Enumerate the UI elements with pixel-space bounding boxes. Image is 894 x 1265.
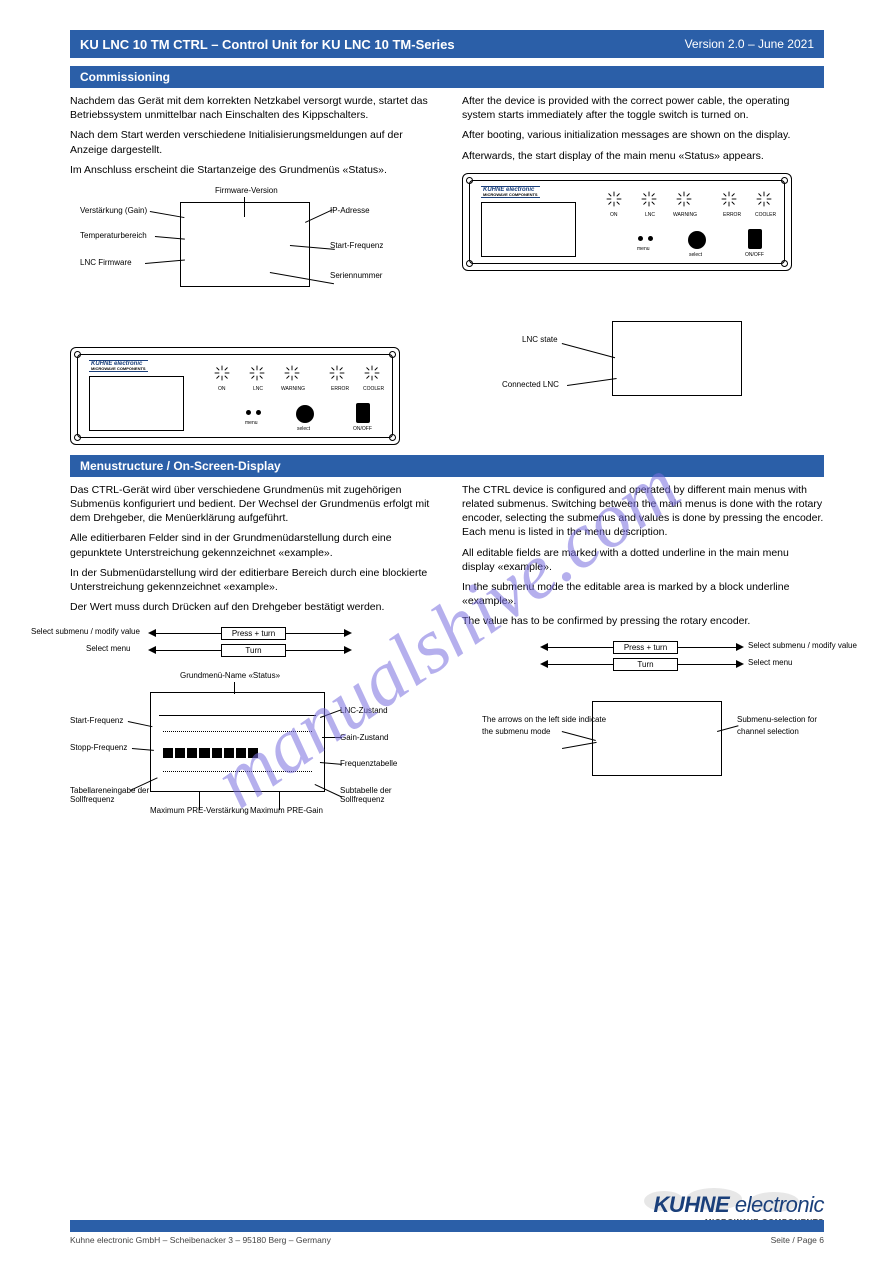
col-en-2: The CTRL device is configured and operat…	[462, 483, 824, 850]
en2-p3: In the submenu mode the editable area is…	[462, 580, 824, 608]
arrows-de: Press + turn Select submenu / modify val…	[141, 622, 361, 662]
lbl-t: Firmware-Version	[215, 187, 278, 196]
lbl-r1: IP-Adresse	[330, 207, 370, 216]
de2-p1: Das CTRL-Gerät wird über verschiedene Gr…	[70, 483, 432, 526]
fig-menu-en: The arrows on the left side indicate the…	[462, 686, 824, 816]
title-bar: KU LNC 10 TM CTRL – Control Unit for KU …	[70, 30, 824, 58]
col-de-1: Nachdem das Gerät mit dem korrekten Netz…	[70, 94, 432, 445]
lbl-l3: LNC Firmware	[80, 259, 132, 268]
fig-init-de: Firmware-Version Verstärkung (Gain) Temp…	[70, 187, 432, 317]
section2-label: Menustructure / On-Screen-Display	[80, 459, 281, 473]
footer-left: Kuhne electronic GmbH – Scheibenacker 3 …	[70, 1235, 331, 1245]
lbl-r3: Seriennummer	[330, 272, 382, 281]
menu-box-de	[150, 692, 325, 792]
fig-menu-de: Grundmenü-Name «Status» Start-Frequenz S…	[70, 672, 432, 832]
lbl-a: LNC state	[522, 336, 558, 345]
lcd-box-2	[612, 321, 742, 396]
device-front-en: KUHNE electronicMICROWAVE COMPONENTS ON …	[462, 173, 792, 271]
de-p3: Im Anschluss erscheint die Startanzeige …	[70, 163, 432, 177]
en-p3: Afterwards, the start display of the mai…	[462, 149, 824, 163]
page: KU LNC 10 TM CTRL – Control Unit for KU …	[0, 0, 894, 1265]
footer-right: Seite / Page 6	[771, 1235, 824, 1245]
en2-p4: The value has to be confirmed by pressin…	[462, 614, 824, 628]
title-left: KU LNC 10 TM CTRL – Control Unit for KU …	[80, 37, 455, 52]
section-menu: Menustructure / On-Screen-Display	[70, 455, 824, 477]
en2-p1: The CTRL device is configured and operat…	[462, 483, 824, 540]
en2-p2: All editable fields are marked with a do…	[462, 546, 824, 574]
en-p2: After booting, various initialization me…	[462, 128, 824, 142]
lbl-l1: Verstärkung (Gain)	[80, 207, 147, 216]
section1-label: Commissioning	[80, 70, 170, 84]
footer: Kuhne electronic GmbH – Scheibenacker 3 …	[70, 1220, 824, 1245]
menu-body: Das CTRL-Gerät wird über verschiedene Gr…	[70, 483, 824, 850]
arrows-en: Press + turn Select submenu / modify val…	[533, 636, 753, 676]
en-p1: After the device is provided with the co…	[462, 94, 824, 122]
de2-p4: Der Wert muss durch Drücken auf den Dreh…	[70, 600, 432, 614]
dev-logo2: MICROWAVE COMPONENTS	[91, 367, 146, 371]
menu-box-en	[592, 701, 722, 776]
de2-p3: In der Submenüdarstellung wird der editi…	[70, 566, 432, 594]
section-commissioning: Commissioning	[70, 66, 824, 88]
de2-p2: Alle editierbaren Felder sind in der Gru…	[70, 531, 432, 559]
device-front-de: KUHNE electronicMICROWAVE COMPONENTS ON …	[70, 347, 400, 445]
col-de-2: Das CTRL-Gerät wird über verschiedene Gr…	[70, 483, 432, 850]
lbl-b: Connected LNC	[502, 381, 559, 390]
lbl-r2: Start-Frequenz	[330, 242, 383, 251]
title-right: Version 2.0 – June 2021	[685, 37, 814, 51]
col-en-1: After the device is provided with the co…	[462, 94, 824, 445]
commissioning-body: Nachdem das Gerät mit dem korrekten Netz…	[70, 94, 824, 445]
de-p2: Nach dem Start werden verschiedene Initi…	[70, 128, 432, 156]
de-p1: Nachdem das Gerät mit dem korrekten Netz…	[70, 94, 432, 122]
lbl-l2: Temperaturbereich	[80, 232, 147, 241]
fig-status-en: LNC state Connected LNC	[462, 311, 824, 421]
